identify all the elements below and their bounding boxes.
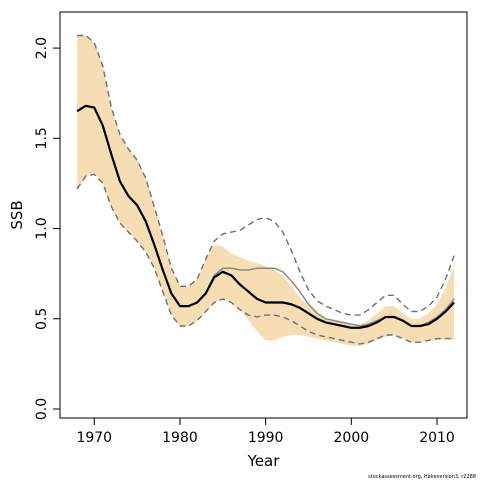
y-tick-label: 1.5 xyxy=(34,127,50,149)
y-tick-label: 2.0 xyxy=(34,37,50,59)
plot-frame xyxy=(59,11,468,419)
x-axis-title: Year xyxy=(247,452,281,470)
y-tick-label: 1.0 xyxy=(34,217,50,239)
x-tick-label: 2000 xyxy=(334,430,370,446)
upper-bound-line xyxy=(77,34,455,316)
lower-bound-line xyxy=(76,173,455,345)
y-axis-title: SSB xyxy=(8,200,26,229)
y-tick-label: 0.0 xyxy=(34,398,50,420)
x-tick-label: 1990 xyxy=(248,430,284,446)
axes: 1970 1980 1990 2000 2010 0.0 0.5 1.0 1.5 2.0 xyxy=(34,37,455,446)
plot-area xyxy=(76,34,455,346)
confidence-band xyxy=(77,35,455,346)
y-tick-label: 0.5 xyxy=(34,308,50,330)
x-tick-label: 1970 xyxy=(76,430,112,446)
credit-annotation: stockassessment.org, Hakeversion3, r2288 xyxy=(368,474,476,480)
median-line xyxy=(76,104,455,329)
x-tick-label: 1980 xyxy=(162,430,198,446)
x-tick-label: 2010 xyxy=(419,430,455,446)
